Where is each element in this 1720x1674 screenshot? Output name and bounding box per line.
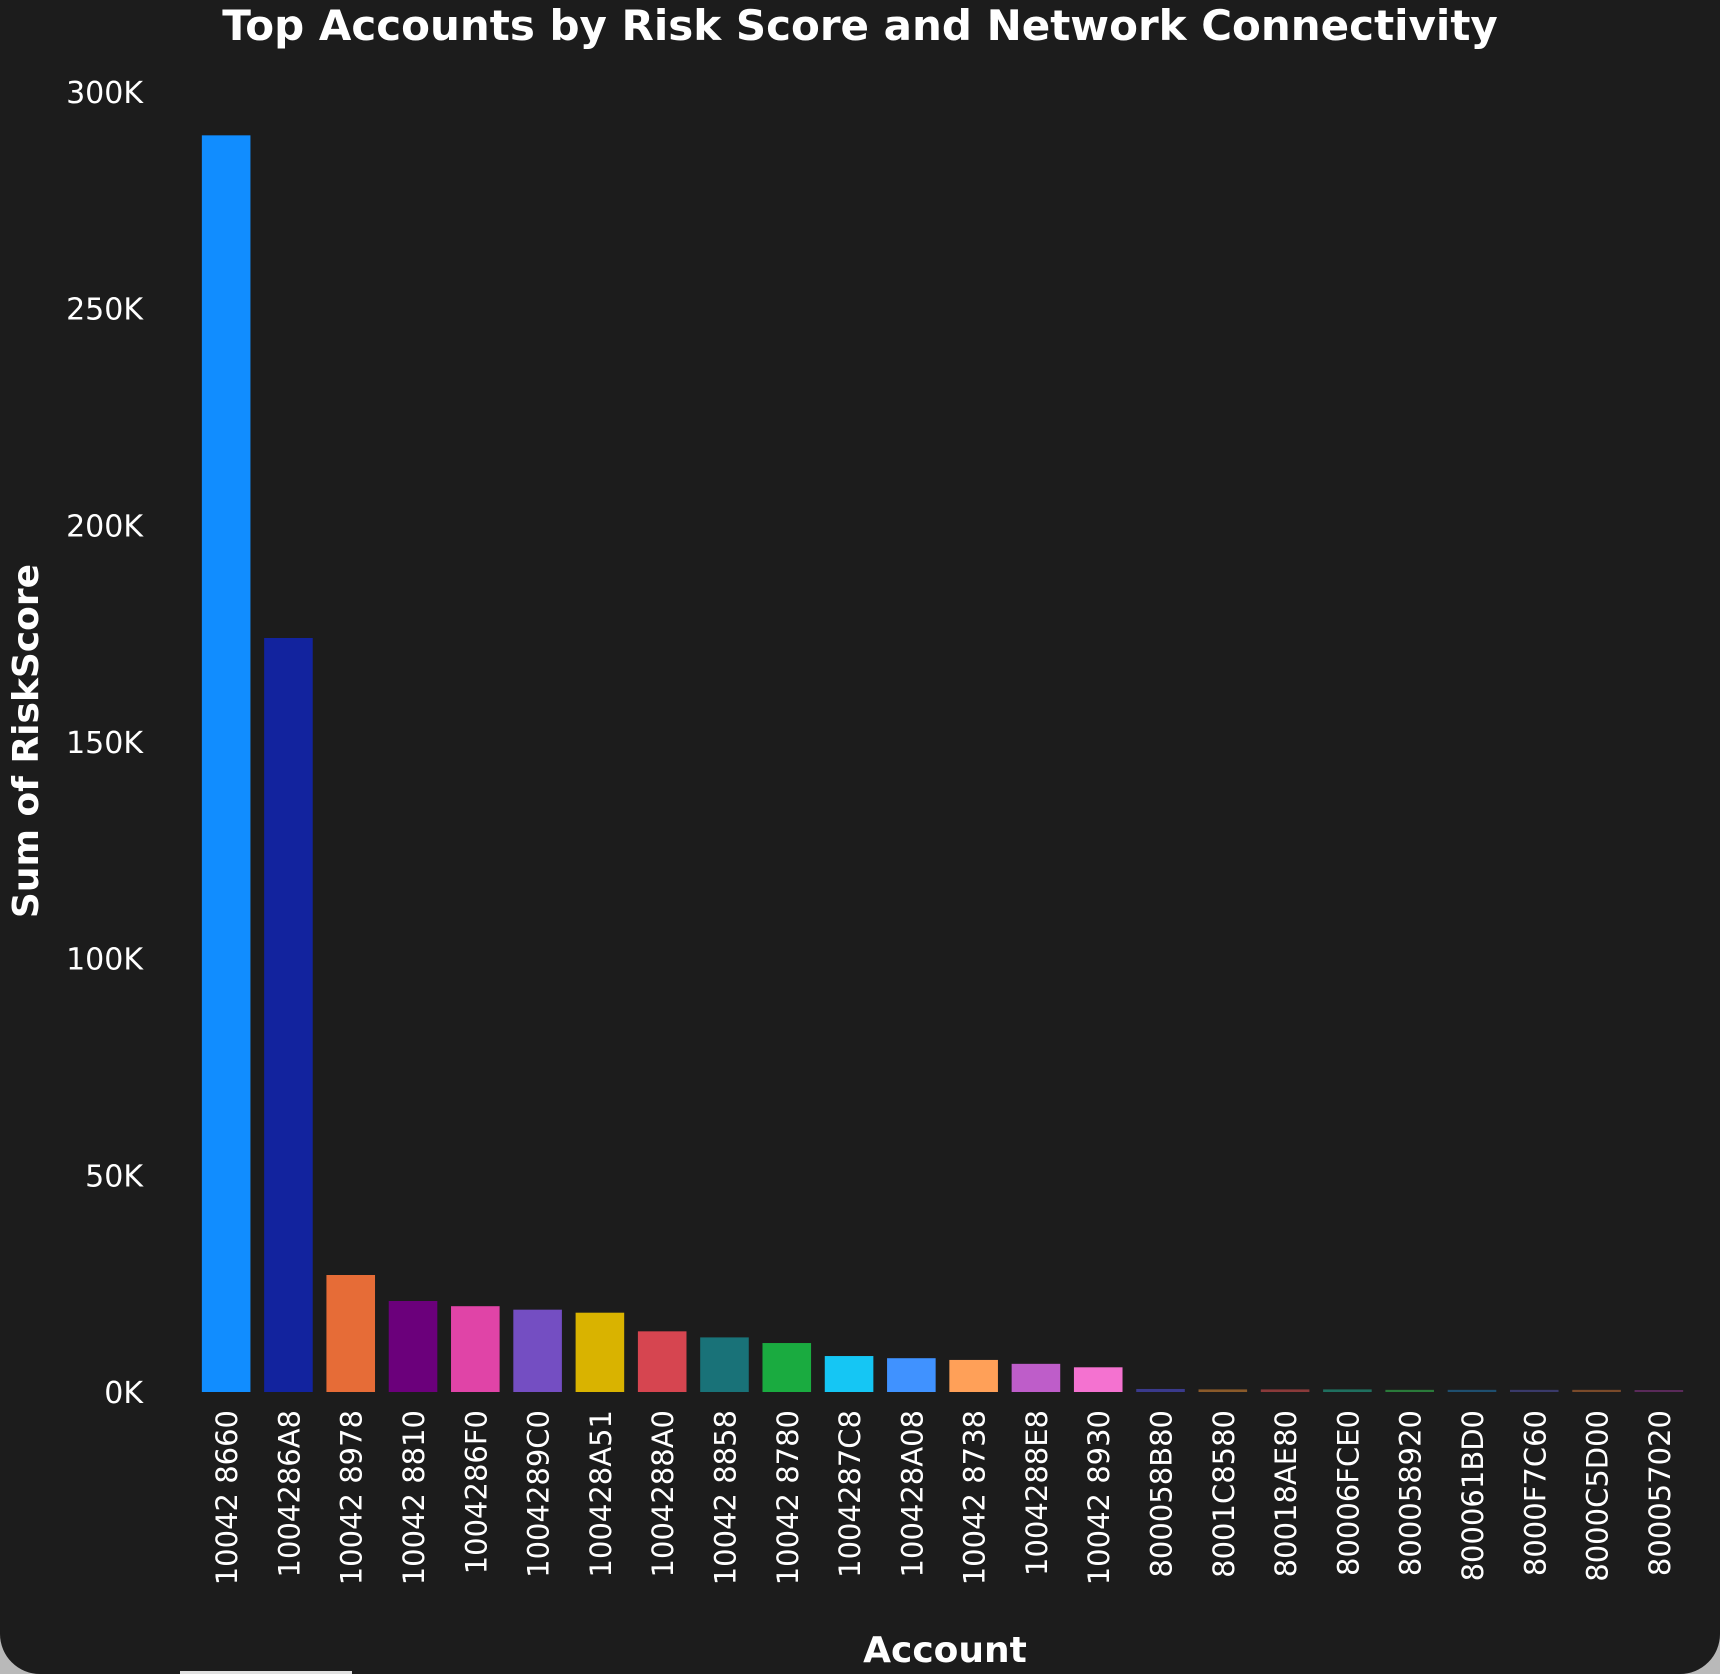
x-tick-label: 10042 8930	[1082, 1410, 1116, 1585]
x-tick-label: 1004286F0	[459, 1410, 493, 1574]
x-tick-label: 8000C5D00	[1581, 1410, 1615, 1582]
x-tick-label: 800061BD0	[1456, 1410, 1490, 1581]
x-tick-label: 10042 8858	[708, 1410, 742, 1585]
x-tick-label: 100428A51	[584, 1410, 618, 1577]
x-tick-label: 800058B80	[1145, 1410, 1179, 1578]
bar[interactable]	[887, 1358, 936, 1392]
x-tick-label: 1004289C0	[522, 1410, 556, 1578]
y-tick-label: 50K	[85, 1159, 144, 1194]
x-tick-label: 1004287C8	[833, 1410, 867, 1578]
bar[interactable]	[1136, 1388, 1185, 1392]
bar[interactable]	[575, 1312, 625, 1392]
x-tick-label: 800057020	[1643, 1410, 1677, 1576]
bar[interactable]	[1385, 1389, 1434, 1392]
bar[interactable]	[637, 1331, 687, 1392]
x-tick-label: 1004288E8	[1020, 1410, 1054, 1576]
x-tick-label: 1004286A8	[272, 1410, 306, 1577]
bar[interactable]	[1447, 1389, 1497, 1392]
y-tick-label: 150K	[66, 726, 144, 761]
bar[interactable]	[1011, 1363, 1061, 1392]
x-axis-title: Account	[863, 1630, 1027, 1671]
bar[interactable]	[762, 1343, 812, 1392]
y-tick-label: 0K	[104, 1376, 144, 1411]
bar[interactable]	[1509, 1389, 1559, 1392]
x-tick-label: 800058920	[1394, 1410, 1428, 1576]
chart-title: Top Accounts by Risk Score and Network C…	[222, 1, 1498, 50]
x-tick-label: 1004288A0	[646, 1410, 680, 1577]
bars	[201, 135, 1684, 1392]
bar[interactable]	[326, 1275, 376, 1392]
bar[interactable]	[1073, 1367, 1123, 1392]
x-tick-label: 8000F7C60	[1518, 1410, 1552, 1576]
x-axis-ticks: 10042 8660 1004286A8 10042 8978 10042 8810 1…	[210, 1410, 1677, 1585]
bar[interactable]	[201, 135, 251, 1392]
x-tick-label: 8001C8580	[1207, 1410, 1241, 1578]
bar[interactable]	[824, 1356, 874, 1392]
bar[interactable]	[700, 1337, 749, 1392]
x-tick-label: 80018AE80	[1269, 1410, 1303, 1577]
y-tick-label: 300K	[66, 76, 144, 111]
bar[interactable]	[1198, 1389, 1248, 1392]
y-axis-title: Sum of RiskScore	[6, 564, 47, 918]
x-tick-label: 10042 8738	[958, 1410, 992, 1585]
bar[interactable]	[264, 638, 313, 1392]
x-tick-label: 10042 8810	[397, 1410, 431, 1585]
x-tick-label: 10042 8978	[335, 1410, 369, 1585]
y-tick-label: 100K	[66, 943, 144, 978]
y-axis-ticks: 0K 50K 100K 150K 200K 250K 300K	[66, 76, 144, 1411]
x-tick-label: 10042 8660	[210, 1410, 244, 1585]
bar[interactable]	[1634, 1390, 1684, 1392]
x-tick-label: 10042 8780	[771, 1410, 805, 1585]
bar[interactable]	[1572, 1389, 1621, 1392]
bar[interactable]	[949, 1359, 998, 1392]
bar[interactable]	[388, 1301, 438, 1392]
x-tick-label: 80006FCE0	[1331, 1410, 1365, 1576]
y-tick-label: 200K	[66, 509, 144, 544]
bar[interactable]	[1260, 1389, 1310, 1392]
x-tick-label: 100428A08	[895, 1410, 929, 1577]
y-tick-label: 250K	[66, 293, 144, 328]
horizontal-scrollbar[interactable]	[180, 1671, 352, 1674]
bar[interactable]	[513, 1309, 562, 1392]
bar[interactable]	[1323, 1389, 1372, 1392]
bar[interactable]	[451, 1306, 500, 1392]
